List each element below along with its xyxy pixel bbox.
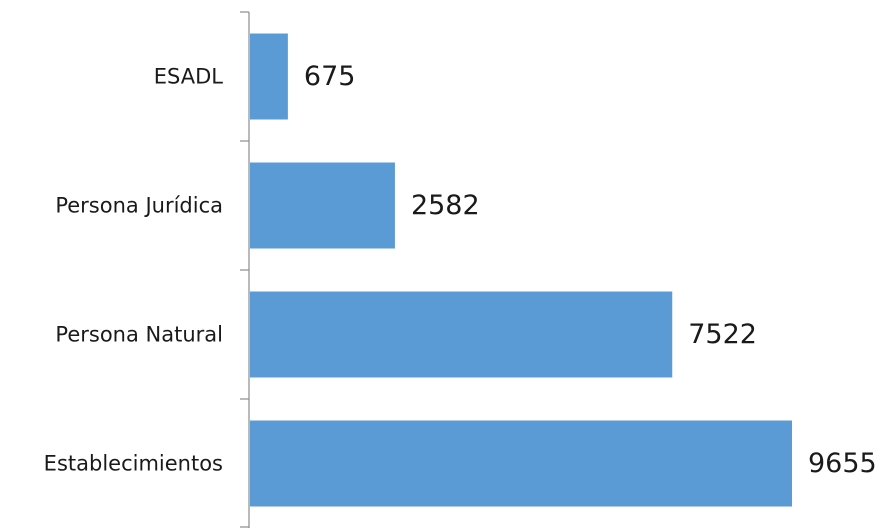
bar [250, 33, 288, 120]
category-label: Establecimientos [44, 452, 223, 476]
category-label: Persona Jurídica [55, 194, 223, 218]
data-label: 2582 [411, 190, 480, 221]
data-label: 675 [304, 61, 356, 92]
bar [250, 291, 673, 378]
labels-group: ESADL 675 Persona Jurídica 2582 Persona Natu… [44, 61, 877, 479]
axis-group [240, 11, 250, 528]
category-label: ESADL [154, 65, 224, 89]
bar [250, 420, 792, 507]
data-label: 7522 [688, 319, 757, 350]
bar [250, 162, 395, 249]
bars-group [250, 33, 792, 507]
category-label: Persona Natural [55, 323, 223, 347]
data-label: 9655 [808, 448, 877, 479]
